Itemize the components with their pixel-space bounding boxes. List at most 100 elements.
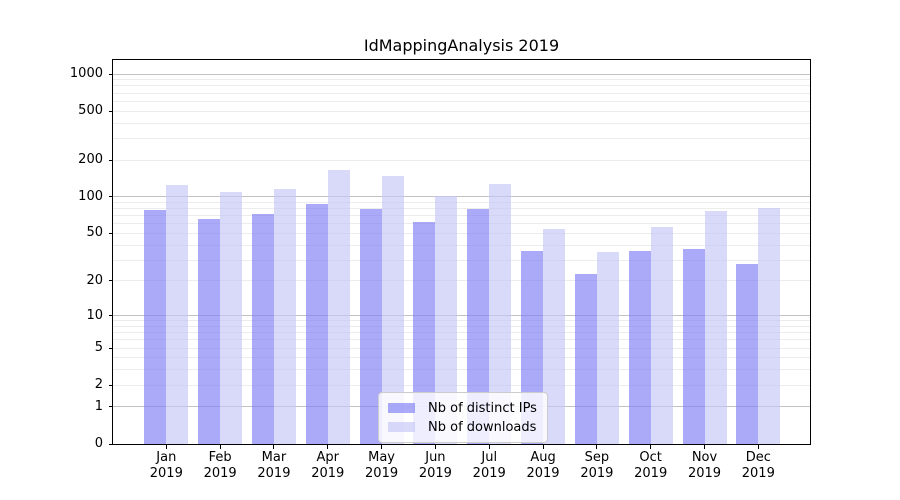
bar-distinct-ips xyxy=(251,213,274,444)
y-gridline-minor xyxy=(113,332,810,334)
legend-swatch-distinct-ips-icon xyxy=(388,403,415,413)
y-gridline-major xyxy=(113,73,810,75)
x-tick-label: Sep 2019 xyxy=(569,450,625,482)
bar-distinct-ips xyxy=(198,218,221,444)
y-tick-mark xyxy=(109,232,113,234)
x-tick-mark xyxy=(596,445,598,449)
y-gridline-minor xyxy=(113,244,810,246)
y-tick-label: 1 xyxy=(94,398,103,414)
x-tick-mark xyxy=(434,445,436,449)
bar-downloads xyxy=(166,185,189,444)
y-tick-label: 200 xyxy=(78,152,103,167)
y-gridline-minor xyxy=(113,100,810,102)
bar-downloads xyxy=(220,191,243,444)
x-tick-label: Jul 2019 xyxy=(461,450,517,482)
x-tick-month: Jun xyxy=(425,450,446,465)
y-gridline-minor xyxy=(113,122,810,124)
x-tick-label: Jun 2019 xyxy=(407,450,463,482)
bar-downloads xyxy=(596,252,619,444)
bar-downloads xyxy=(543,229,566,444)
y-gridline-minor xyxy=(113,280,810,282)
x-tick-mark xyxy=(165,445,167,449)
plot-area: Nb of distinct IPs Nb of downloads xyxy=(112,59,811,445)
x-tick-mark xyxy=(542,445,544,449)
y-tick-mark xyxy=(109,443,113,445)
y-tick-mark xyxy=(109,347,113,349)
legend-label-distinct-ips: Nb of distinct IPs xyxy=(428,400,537,416)
bar-distinct-ips xyxy=(305,203,328,444)
y-tick-label: 20 xyxy=(86,272,103,288)
x-tick-label: Jan 2019 xyxy=(138,450,194,482)
y-tick-mark xyxy=(109,73,113,75)
y-tick-label: 5 xyxy=(94,340,103,356)
x-tick-label: Nov 2019 xyxy=(677,450,733,482)
x-tick-year: 2019 xyxy=(149,466,183,481)
x-tick-month: Nov xyxy=(691,450,718,465)
bar-distinct-ips xyxy=(467,209,490,444)
y-tick-mark xyxy=(109,406,113,408)
x-tick-label: Feb 2019 xyxy=(192,450,248,482)
y-gridline-minor xyxy=(113,232,810,234)
legend-swatch-downloads-icon xyxy=(388,422,415,432)
x-tick-year: 2019 xyxy=(472,466,506,481)
y-tick-mark xyxy=(109,196,113,198)
bar-downloads xyxy=(489,184,512,444)
x-tick-mark xyxy=(381,445,383,449)
bar-downloads xyxy=(650,227,673,444)
x-tick-year: 2019 xyxy=(365,466,399,481)
y-gridline-minor xyxy=(113,159,810,161)
y-gridline-minor xyxy=(113,347,810,349)
x-tick-month: Oct xyxy=(639,450,662,465)
x-tick-month: Jul xyxy=(481,450,498,465)
y-tick-label: 500 xyxy=(78,103,103,119)
bar-distinct-ips xyxy=(413,222,436,444)
x-tick-mark xyxy=(327,445,329,449)
bar-downloads xyxy=(704,211,727,444)
y-gridline-minor xyxy=(113,339,810,341)
y-gridline-minor xyxy=(113,259,810,261)
x-tick-label: Apr 2019 xyxy=(300,450,356,482)
legend-item-distinct-ips: Nb of distinct IPs xyxy=(388,399,537,417)
y-gridline-minor xyxy=(113,357,810,359)
y-gridline-major xyxy=(113,315,810,317)
x-tick-mark xyxy=(273,445,275,449)
bar-downloads xyxy=(381,176,404,444)
x-tick-month: Dec xyxy=(745,450,771,465)
x-tick-year: 2019 xyxy=(418,466,452,481)
bar-distinct-ips xyxy=(359,208,382,444)
bar-downloads xyxy=(758,208,781,444)
y-tick-label: 1000 xyxy=(69,66,103,82)
bar-distinct-ips xyxy=(144,210,167,444)
bar-distinct-ips xyxy=(736,263,759,444)
y-tick-mark xyxy=(109,280,113,282)
x-tick-month: Aug xyxy=(530,450,556,465)
y-gridline-minor xyxy=(113,223,810,225)
x-tick-year: 2019 xyxy=(580,466,614,481)
y-gridline-minor xyxy=(113,325,810,327)
x-tick-year: 2019 xyxy=(526,466,560,481)
x-tick-label: May 2019 xyxy=(354,450,410,482)
y-gridline-minor xyxy=(113,79,810,81)
x-tick-label: Oct 2019 xyxy=(623,450,679,482)
x-tick-year: 2019 xyxy=(203,466,237,481)
y-gridline-major xyxy=(113,196,810,198)
bar-downloads xyxy=(435,196,458,444)
bar-distinct-ips xyxy=(574,273,597,444)
chart-title: IdMappingAnalysis 2019 xyxy=(363,36,560,55)
y-gridline-minor xyxy=(113,92,810,94)
x-tick-label: Dec 2019 xyxy=(730,450,786,482)
x-tick-year: 2019 xyxy=(257,466,291,481)
y-tick-label: 0 xyxy=(94,436,103,451)
y-tick-mark xyxy=(109,110,113,112)
x-tick-mark xyxy=(488,445,490,449)
x-tick-year: 2019 xyxy=(741,466,775,481)
x-tick-month: Sep xyxy=(584,450,610,465)
y-tick-mark xyxy=(109,315,113,317)
legend-label-downloads: Nb of downloads xyxy=(428,419,537,435)
x-tick-label: Aug 2019 xyxy=(515,450,571,482)
y-gridline-minor xyxy=(113,110,810,112)
y-tick-label: 10 xyxy=(86,307,103,323)
bar-distinct-ips xyxy=(682,249,705,444)
y-tick-label: 2 xyxy=(94,377,103,393)
